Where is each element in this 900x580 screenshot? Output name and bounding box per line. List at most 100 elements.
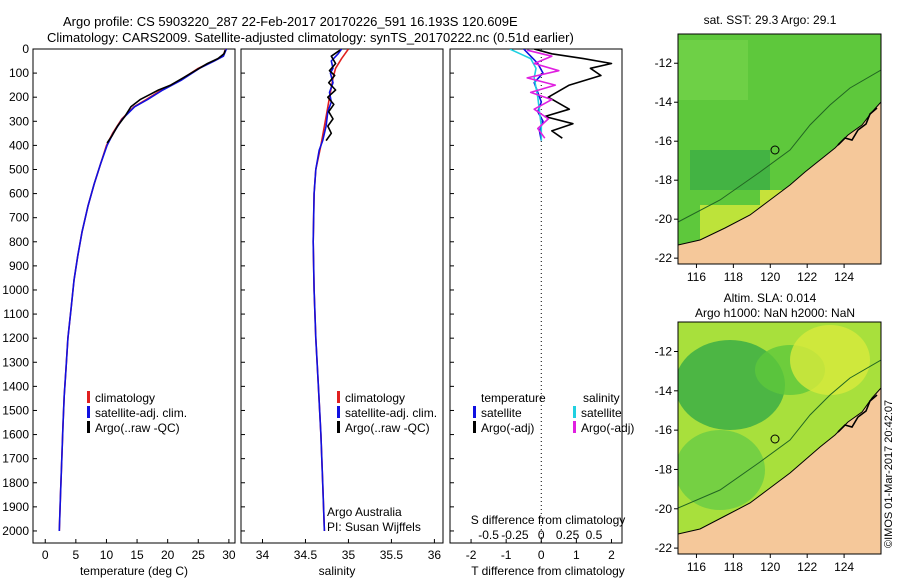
x-tick-label: 35.5 [380,548,404,562]
sst-cool-patch [690,150,770,190]
sla-map-image [678,322,881,554]
legend-label-satellite: satellite-adj. clim. [95,406,187,420]
legend-label-t-satellite: satellite [481,406,522,420]
sst-map-panel: sat. SST: 29.3 Argo: 29.1 116 118 120 122 12… [655,13,882,284]
s-tick-label: 0.25 [556,528,580,542]
header-line-2: Climatology: CARS2009. Satellite-adjuste… [47,30,574,45]
x-tick-label: -2 [466,548,477,562]
imos-credit: ©IMOS 01-Mar-2017 20:42:07 [883,400,895,548]
series-line-satellite-adj-clim- [58,49,228,532]
difference-panel: -2 -1 0 1 2 -0.5 -0.25 0 0.25 0.5 S difference f… [449,48,634,578]
depth-tick-label: 0 [22,42,29,56]
x-tick-label: 0 [538,548,545,562]
map-x-tick-label: 120 [760,560,780,574]
map-y-tick-label: -20 [655,502,673,516]
difference-x-axis: -2 -1 0 1 2 [466,539,615,562]
sla-mid-anomaly [678,430,765,510]
difference-legend: temperature salinity satellite Argo(-adj… [473,391,634,435]
legend-label-s-argo: Argo(-adj) [581,421,634,435]
depth-tick-label: 900 [9,259,29,273]
legend-swatch-satellite [337,406,340,418]
temperature-x-axis: 0 5 10 15 20 25 30 [42,539,236,562]
map-x-tick-label: 116 [687,270,706,284]
s-tick-label: 0 [538,528,545,542]
s-difference-label: S difference from climatology [471,513,626,527]
s-tick-label: 0.5 [586,528,603,542]
depth-tick-label: 600 [9,187,29,201]
sst-map-frame [677,33,882,265]
x-tick-label: 0 [42,548,49,562]
x-tick-label: 25 [192,548,206,562]
sst-shelf-contour [678,69,881,223]
x-tick-label: 30 [222,548,236,562]
legend-swatch-climatology [337,391,340,403]
depth-tick-label: 1400 [2,379,29,393]
sla-map-title: Altim. SLA: 0.014 [724,291,817,305]
map-x-tick-label: 118 [724,270,743,284]
sla-map-frame [677,321,882,555]
legend-label-climatology: climatology [95,391,155,405]
legend-label-t-argo: Argo(-adj) [481,421,534,435]
legend-label-climatology: climatology [345,391,405,405]
depth-tick-label: 1800 [2,476,29,490]
x-tick-label: 15 [130,548,144,562]
s-tick-label: -0.5 [478,528,499,542]
legend-swatch-climatology [87,391,90,403]
x-tick-label: 10 [100,548,114,562]
map-y-tick-label: -14 [655,95,673,109]
x-tick-label: 1 [573,548,580,562]
depth-tick-label: 100 [9,66,29,80]
depth-tick-label: 300 [9,114,29,128]
depth-tick-label: 1900 [2,500,29,514]
legend-header-temperature: temperature [481,391,546,405]
temperature-x-label: temperature (deg C) [80,564,188,578]
salinity-x-label: salinity [319,564,356,578]
depth-tick-label: 1700 [2,452,29,466]
x-tick-label: 34 [256,548,270,562]
sla-land [678,387,881,554]
sla-argo-position-marker [770,434,780,444]
sst-map-title: sat. SST: 29.3 Argo: 29.1 [704,13,837,27]
depth-axis: 0 100 200 300 400 500 600 700 800 900 1000 1100 1200… [2,42,37,538]
depth-tick-label: 1500 [2,403,29,417]
salinity-plot-frame [240,48,444,544]
depth-tick-label: 400 [9,138,29,152]
x-tick-label: 36 [428,548,442,562]
map-y-tick-label: -12 [655,56,673,70]
depth-tick-label: 800 [9,235,29,249]
map-x-tick-label: 122 [797,560,817,574]
depth-tick-label: 1300 [2,355,29,369]
legend-swatch-argo [337,421,340,433]
legend-swatch-t-satellite [473,406,476,418]
map-x-tick-label: 120 [760,270,780,284]
legend-label-argo: Argo(..raw -QC) [95,421,180,435]
difference-plot-frame [449,48,623,544]
map-x-tick-label: 124 [834,560,854,574]
salinity-difference-ticklabels: -0.5 -0.25 0 0.25 0.5 [478,528,602,542]
salinity-legend: climatology satellite-adj. clim. Argo(..… [337,391,437,435]
legend-swatch-satellite [87,406,90,418]
legend-swatch-t-argo [473,421,476,433]
map-y-tick-label: -18 [655,462,673,476]
depth-tick-label: 200 [9,90,29,104]
legend-label-argo: Argo(..raw -QC) [345,421,430,435]
depth-tick-label: 1100 [3,307,29,321]
map-y-tick-label: -16 [655,134,673,148]
x-tick-label: -1 [501,548,512,562]
series-line-satellite-adj-clim- [312,49,343,532]
legend-header-salinity: salinity [583,391,620,405]
depth-tick-label: 1600 [2,428,29,442]
sst-map-axes: 116 118 120 122 124 -12 -14 -16 -18 -20 -22 [655,56,855,284]
map-y-tick-label: -18 [655,173,673,187]
series-line-t-argo-adj- [533,49,613,139]
series-line-argo-raw-qc- [106,49,226,144]
map-x-tick-label: 116 [687,560,706,574]
header-line-1: Argo profile: CS 5903220_287 22-Feb-2017… [63,14,518,29]
series-line-argo-raw-qc- [325,49,341,142]
sst-warm-patch [678,40,748,100]
salinity-panel: 34 34.5 35 35.5 36 salinity climatology sate… [240,48,444,578]
salinity-series [312,49,350,532]
x-tick-label: 20 [161,548,175,562]
sst-land [678,101,881,264]
